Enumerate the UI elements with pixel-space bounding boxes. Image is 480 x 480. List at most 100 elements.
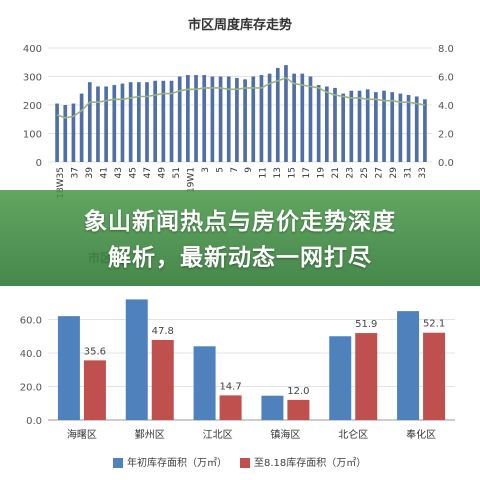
weekly-bar: [292, 73, 296, 162]
legend-swatch-blue: [113, 458, 123, 468]
weekly-bar: [349, 90, 354, 162]
weekly-bar: [324, 86, 329, 162]
x-tick-label: 27: [374, 167, 384, 178]
x-tick-label: 15: [288, 167, 298, 178]
y-tick-left: 400: [23, 44, 42, 55]
headline-line-1: 象山新闻热点与房价走势深度: [84, 209, 396, 235]
x-tick-label: 23: [345, 167, 355, 178]
legend-item-series-1: 年初库存面积（万㎡）: [113, 454, 227, 469]
weekly-bar: [398, 93, 403, 162]
y-tick-chart2: 20.0: [20, 383, 42, 394]
data-label: 47.8: [152, 326, 174, 337]
y-tick-right: 8.0: [438, 44, 454, 55]
district-bar-2: [355, 333, 378, 420]
weekly-bar: [374, 92, 378, 162]
y-tick-left: 0: [36, 158, 42, 169]
weekly-bar: [145, 82, 149, 162]
weekly-bar: [186, 75, 190, 162]
district-bar-1: [57, 316, 80, 420]
legend-swatch-red: [240, 458, 250, 468]
weekly-bar: [96, 86, 100, 162]
data-label: 51.9: [355, 319, 377, 330]
district-bar-2: [83, 360, 106, 420]
weekly-bar: [153, 80, 158, 162]
weekly-bar: [226, 76, 231, 162]
weekly-bar: [87, 82, 92, 162]
x-tick-label: 31: [403, 167, 413, 178]
weekly-bar: [333, 87, 337, 162]
weekly-bar: [104, 86, 108, 162]
category-label: 北仑区: [338, 428, 368, 441]
category-label: 鄞州区: [135, 428, 165, 441]
x-tick-label: 7: [230, 167, 240, 173]
data-label: 35.6: [84, 346, 106, 357]
headline-banner: 象山新闻热点与房价走势深度 解析，最新动态一网打尽: [0, 190, 480, 286]
weekly-bar: [357, 90, 362, 162]
category-label: 镇海区: [270, 428, 300, 441]
weekly-bar: [259, 75, 264, 162]
x-tick-label: 11: [259, 167, 269, 178]
weekly-bar: [161, 80, 166, 162]
x-tick-label: 13: [273, 167, 283, 178]
weekly-bar: [112, 85, 117, 162]
y-tick-left: 100: [23, 130, 42, 141]
y-tick-chart2: 40.0: [20, 349, 42, 360]
chart-title: 市区周度库存走势: [187, 18, 292, 33]
x-tick-label: 18W35: [56, 167, 66, 199]
y-tick-right: 0.0: [438, 158, 454, 169]
weekly-bar: [177, 76, 182, 162]
x-tick-label: 17: [302, 167, 312, 178]
data-label: 52.1: [423, 319, 445, 330]
y-tick-right: 2.0: [438, 130, 454, 141]
x-tick-label: 49: [157, 167, 167, 179]
weekly-bar: [341, 93, 346, 162]
district-bar-2: [287, 399, 310, 420]
x-tick-label: 29: [389, 167, 399, 179]
weekly-bar: [71, 103, 76, 162]
weekly-bar: [202, 75, 207, 162]
weekly-bar: [63, 105, 68, 162]
weekly-bar: [414, 96, 419, 162]
y-tick-right: 6.0: [438, 73, 454, 84]
weekly-bar: [218, 76, 223, 162]
weekly-bar: [251, 76, 256, 162]
weekly-line: [56, 77, 426, 119]
x-tick-label: 33: [418, 167, 428, 178]
district-bar-1: [125, 299, 148, 420]
district-bar-1: [193, 346, 216, 420]
district-bar-1: [397, 311, 420, 420]
weekly-bar: [169, 80, 174, 162]
x-tick-label: 37: [71, 167, 81, 178]
district-bar-2: [423, 332, 446, 420]
weekly-bar: [210, 76, 215, 162]
x-tick-label: 9: [244, 167, 254, 173]
district-bar-2: [219, 395, 242, 420]
x-tick-label: 41: [100, 167, 110, 178]
y-tick-chart2: 60.0: [20, 316, 42, 327]
legend-item-series-2: 至8.18库存面积（万㎡）: [240, 454, 366, 469]
y-tick-left: 300: [23, 73, 42, 84]
x-tick-label: 43: [114, 167, 124, 178]
weekly-bar: [365, 89, 370, 162]
weekly-bar: [136, 82, 141, 162]
category-label: 奉化区: [406, 428, 436, 441]
legend-label-series-1: 年初库存面积（万㎡）: [127, 458, 227, 469]
x-tick-label: 21: [331, 167, 341, 178]
weekly-bar: [390, 92, 395, 162]
district-bar-1: [329, 336, 352, 420]
y-tick-left: 200: [23, 101, 42, 112]
x-tick-label: 45: [129, 167, 139, 178]
y-tick-chart2: 0.0: [26, 416, 42, 427]
weekly-bar: [275, 67, 280, 162]
weekly-bar: [235, 77, 239, 162]
category-label: 江北区: [203, 429, 233, 441]
x-tick-label: 3: [201, 167, 211, 173]
x-tick-label: 19W1: [186, 167, 196, 193]
weekly-bar: [128, 82, 133, 162]
weekly-bar: [55, 103, 59, 162]
district-bar-2: [151, 339, 174, 420]
weekly-bar: [243, 79, 247, 162]
x-tick-label: 51: [172, 167, 182, 178]
weekly-bar: [423, 99, 427, 162]
